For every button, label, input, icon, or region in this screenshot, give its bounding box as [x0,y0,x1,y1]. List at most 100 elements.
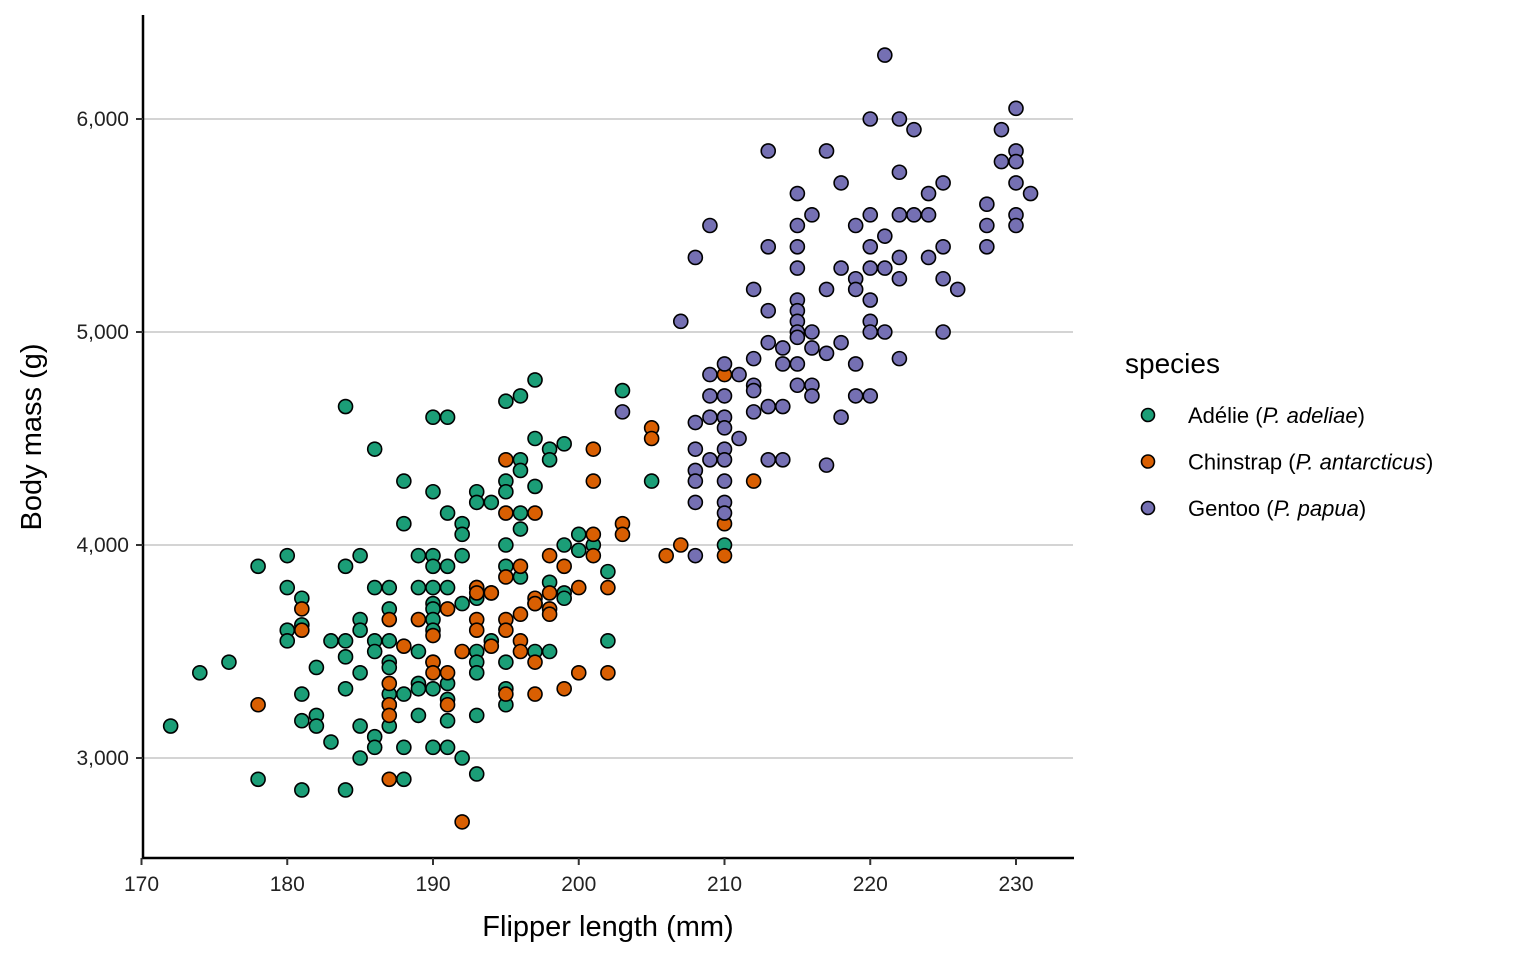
data-point [439,664,456,681]
data-point [774,356,791,372]
data-point [891,249,908,266]
x-tick-label: 200 [561,873,596,896]
data-point [454,595,470,612]
data-point [381,611,398,628]
data-point [891,207,908,223]
y-axis-title: Body mass (g) [16,344,48,531]
gridlines [143,118,1073,759]
data-point [396,515,412,532]
data-point [425,409,441,426]
data-point [366,739,383,756]
legend-key [1140,407,1156,423]
data-point [498,393,514,410]
data-point [468,622,485,639]
data-point [410,611,427,628]
data-point [716,420,733,436]
data-point [818,143,835,159]
data-point [979,239,995,255]
data-point [804,388,820,404]
data-point [818,457,835,473]
data-point [702,217,718,234]
data-point [381,633,398,649]
legend-label-italic: P. antarcticus [1296,450,1426,475]
data-point [789,377,806,394]
data-point [439,712,456,729]
data-point [774,340,791,356]
data-point [512,606,529,623]
data-point [556,436,572,452]
y-axis-ticks: 3,000 4,000 5,000 6,000 [76,108,143,770]
data-point [381,771,398,788]
data-point [716,473,733,489]
data-point [877,324,893,340]
data-point [935,270,951,287]
data-point [585,441,602,457]
legend-label-italic: P. adeliae [1263,403,1358,428]
data-point [702,366,718,383]
data-point [294,712,310,729]
data-point [425,483,441,500]
data-point [162,718,179,734]
data-point [308,718,325,734]
data-point [425,627,441,644]
data-point [1022,185,1039,202]
data-point [381,675,398,692]
data-point [745,473,762,489]
data-point [527,595,543,612]
data-point [527,654,543,670]
data-point [789,185,806,202]
data-point [658,547,675,564]
data-point [862,111,879,127]
data-point [425,739,441,756]
data-point [337,649,354,665]
data-point [439,739,456,756]
x-axis-title: Flipper length (mm) [482,911,733,943]
data-point [396,771,412,788]
data-point [527,505,543,521]
data-point [920,185,937,202]
data-point [512,462,529,479]
data-point [396,638,412,654]
data-point [847,217,864,234]
data-point [862,239,879,255]
data-point [702,409,718,426]
data-point [498,686,514,702]
data-point [323,633,339,649]
data-point [716,505,733,521]
data-point [745,382,762,399]
data-point [410,579,427,596]
x-tick-label: 210 [707,873,742,896]
x-tick-label: 180 [270,873,305,896]
data-point [804,207,820,223]
data-point [512,388,529,404]
data-point [439,409,456,426]
data-point [425,664,441,681]
data-point [352,547,368,564]
data-point [279,633,296,649]
data-point [468,707,485,724]
data-point [833,175,849,191]
data-point [891,111,908,127]
data-point [614,526,631,543]
data-point [221,654,237,670]
data-point [425,680,441,697]
data-point [847,356,864,372]
data-point [600,563,616,580]
data-point [410,707,427,724]
data-point [541,643,558,660]
data-point [935,175,951,191]
legend-title: species [1125,348,1220,379]
data-point [512,505,529,521]
data-point [804,324,820,340]
data-point [366,579,383,596]
data-point [570,526,587,543]
data-point [891,350,908,367]
data-point [935,239,951,255]
data-point [337,782,354,798]
data-point [381,707,398,724]
data-point [250,696,266,713]
data-point [731,430,747,447]
data-point [396,686,412,702]
x-tick-label: 190 [415,873,450,896]
